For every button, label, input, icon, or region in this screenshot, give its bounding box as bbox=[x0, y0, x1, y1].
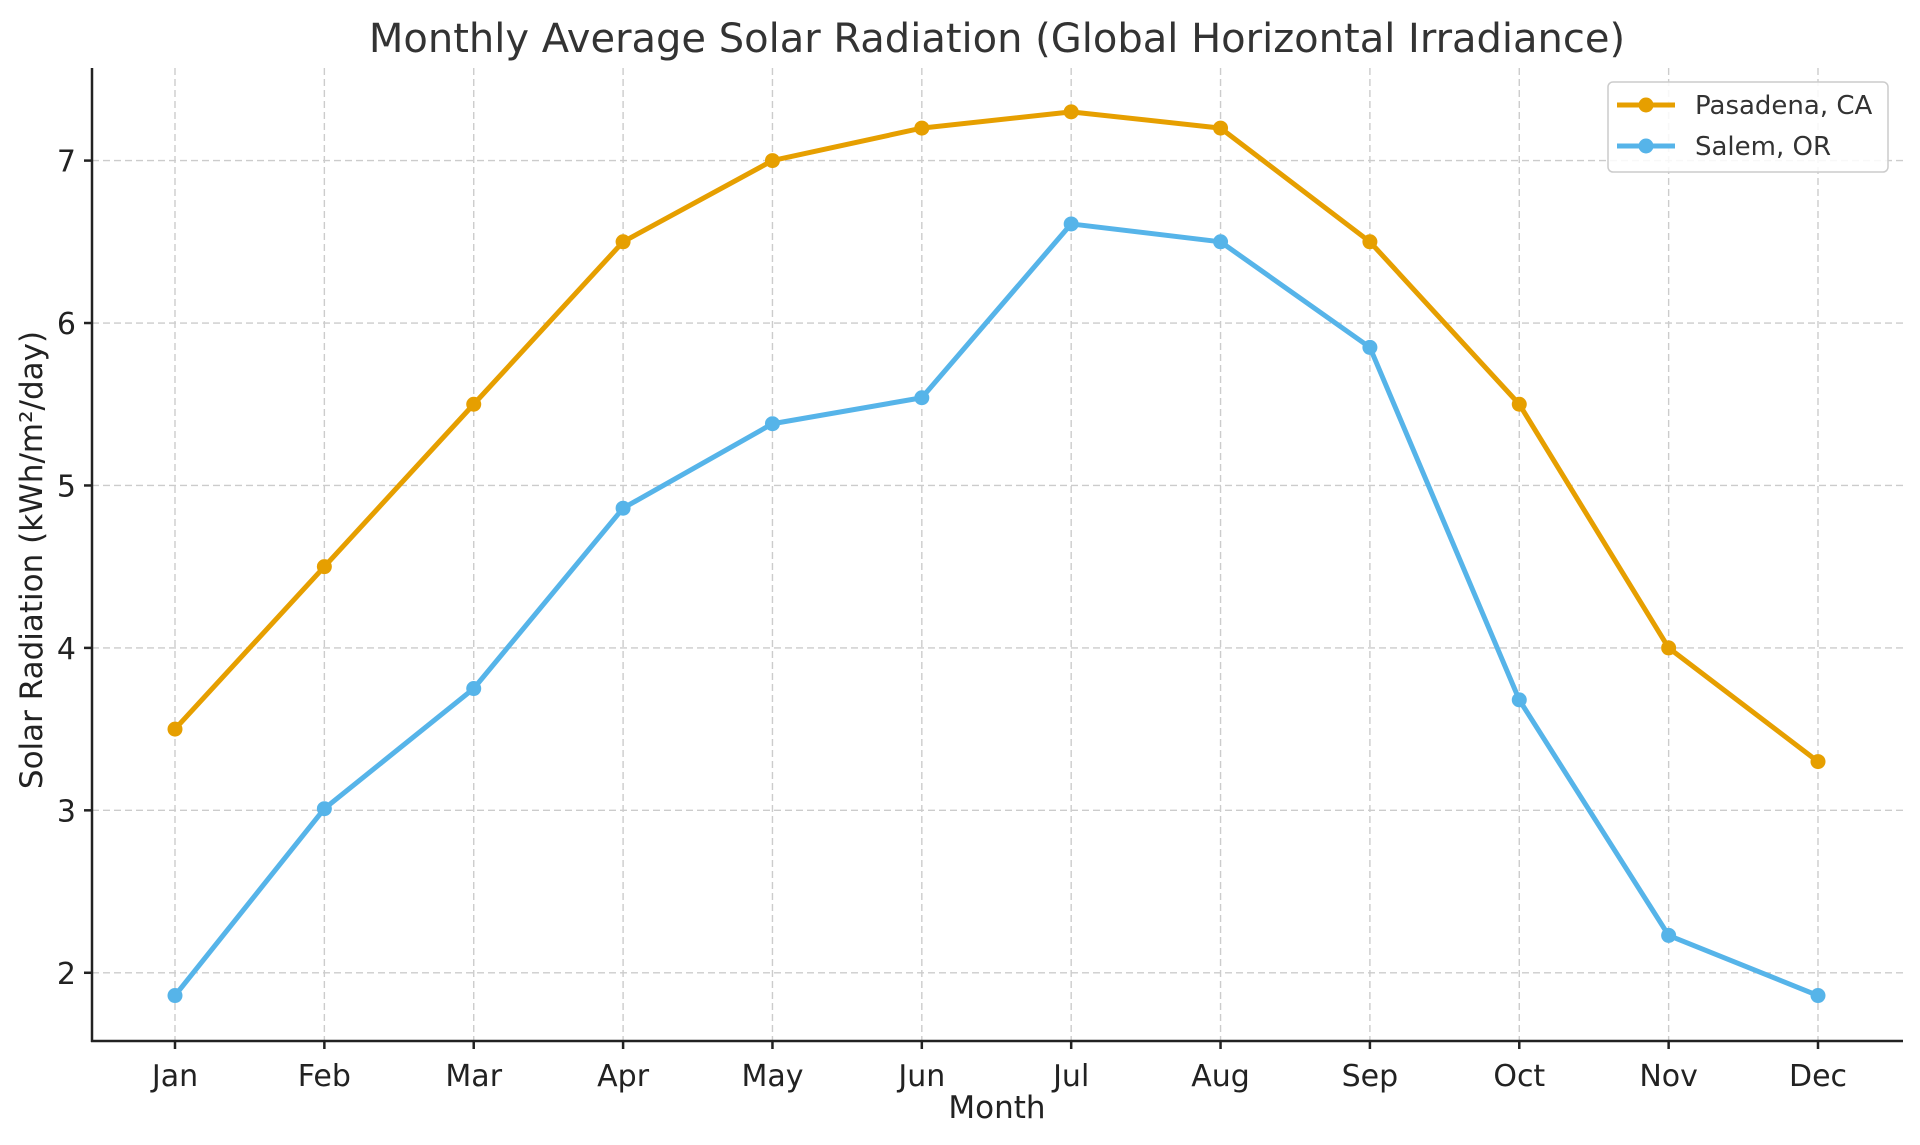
data-point bbox=[1063, 104, 1079, 120]
series-pasadena-ca bbox=[167, 104, 1826, 770]
legend-marker bbox=[1638, 138, 1654, 154]
data-point bbox=[1511, 692, 1527, 708]
data-point bbox=[1661, 640, 1677, 656]
data-point bbox=[1213, 234, 1229, 250]
axes: 2 3 4 5 6 7 Jan Feb Mar Apr May Jun Jul Aug Sep Oct Nov D… bbox=[57, 68, 1903, 1094]
data-point bbox=[1661, 927, 1677, 943]
data-point bbox=[914, 120, 930, 136]
legend-marker bbox=[1638, 97, 1654, 113]
x-tick-label: Dec bbox=[1789, 1059, 1847, 1094]
data-point bbox=[1362, 234, 1378, 250]
y-tick-label: 5 bbox=[57, 469, 76, 504]
data-point bbox=[167, 721, 183, 737]
series-line bbox=[173, 109, 1820, 764]
legend-frame bbox=[1607, 81, 1889, 173]
data-point bbox=[1362, 339, 1378, 355]
chart-title: Monthly Average Solar Radiation (Global … bbox=[369, 16, 1625, 62]
data-point bbox=[764, 416, 780, 432]
data-point bbox=[316, 559, 332, 575]
series-layer bbox=[167, 104, 1826, 1004]
data-point bbox=[1213, 120, 1229, 136]
data-point bbox=[1810, 988, 1826, 1004]
legend-label: Salem, OR bbox=[1695, 132, 1831, 162]
data-point bbox=[167, 988, 183, 1004]
x-tick-label: Sep bbox=[1342, 1059, 1399, 1094]
grid bbox=[92, 68, 1903, 1041]
y-tick-label: 2 bbox=[57, 957, 76, 992]
x-tick-label: Jan bbox=[150, 1059, 198, 1094]
x-tick-label: May bbox=[741, 1059, 803, 1094]
data-point bbox=[764, 153, 780, 169]
y-axis-label: Solar Radiation (kWh/m²/day) bbox=[14, 331, 50, 789]
legend-item: Salem, OR bbox=[1617, 132, 1831, 162]
x-tick-label: Mar bbox=[445, 1059, 502, 1094]
y-tick-label: 4 bbox=[57, 632, 76, 667]
data-point bbox=[914, 390, 930, 406]
x-tick-label: Aug bbox=[1191, 1059, 1250, 1094]
data-point bbox=[1511, 396, 1527, 412]
legend-item: Pasadena, CA bbox=[1617, 91, 1873, 121]
data-point bbox=[1063, 216, 1079, 232]
data-point bbox=[1810, 754, 1826, 770]
y-tick-label: 6 bbox=[57, 307, 76, 342]
x-tick-label: Oct bbox=[1493, 1059, 1545, 1094]
x-tick-label: Jun bbox=[896, 1059, 945, 1094]
data-point bbox=[615, 234, 631, 250]
series-salem-or bbox=[167, 216, 1826, 1004]
legend-label: Pasadena, CA bbox=[1695, 91, 1873, 121]
series-line bbox=[173, 221, 1819, 998]
x-axis-label: Month bbox=[948, 1090, 1045, 1126]
data-point bbox=[466, 396, 482, 412]
data-point bbox=[316, 801, 332, 817]
x-tick-label: Feb bbox=[298, 1059, 351, 1094]
data-point bbox=[466, 681, 482, 697]
data-point bbox=[615, 500, 631, 516]
x-tick-label: Jul bbox=[1051, 1059, 1089, 1094]
x-tick-label: Apr bbox=[597, 1059, 650, 1094]
y-tick-label: 3 bbox=[57, 794, 76, 829]
x-tick-label: Nov bbox=[1639, 1059, 1698, 1094]
y-tick-label: 7 bbox=[57, 145, 76, 180]
legend: Pasadena, CA Salem, OR bbox=[1607, 81, 1889, 173]
